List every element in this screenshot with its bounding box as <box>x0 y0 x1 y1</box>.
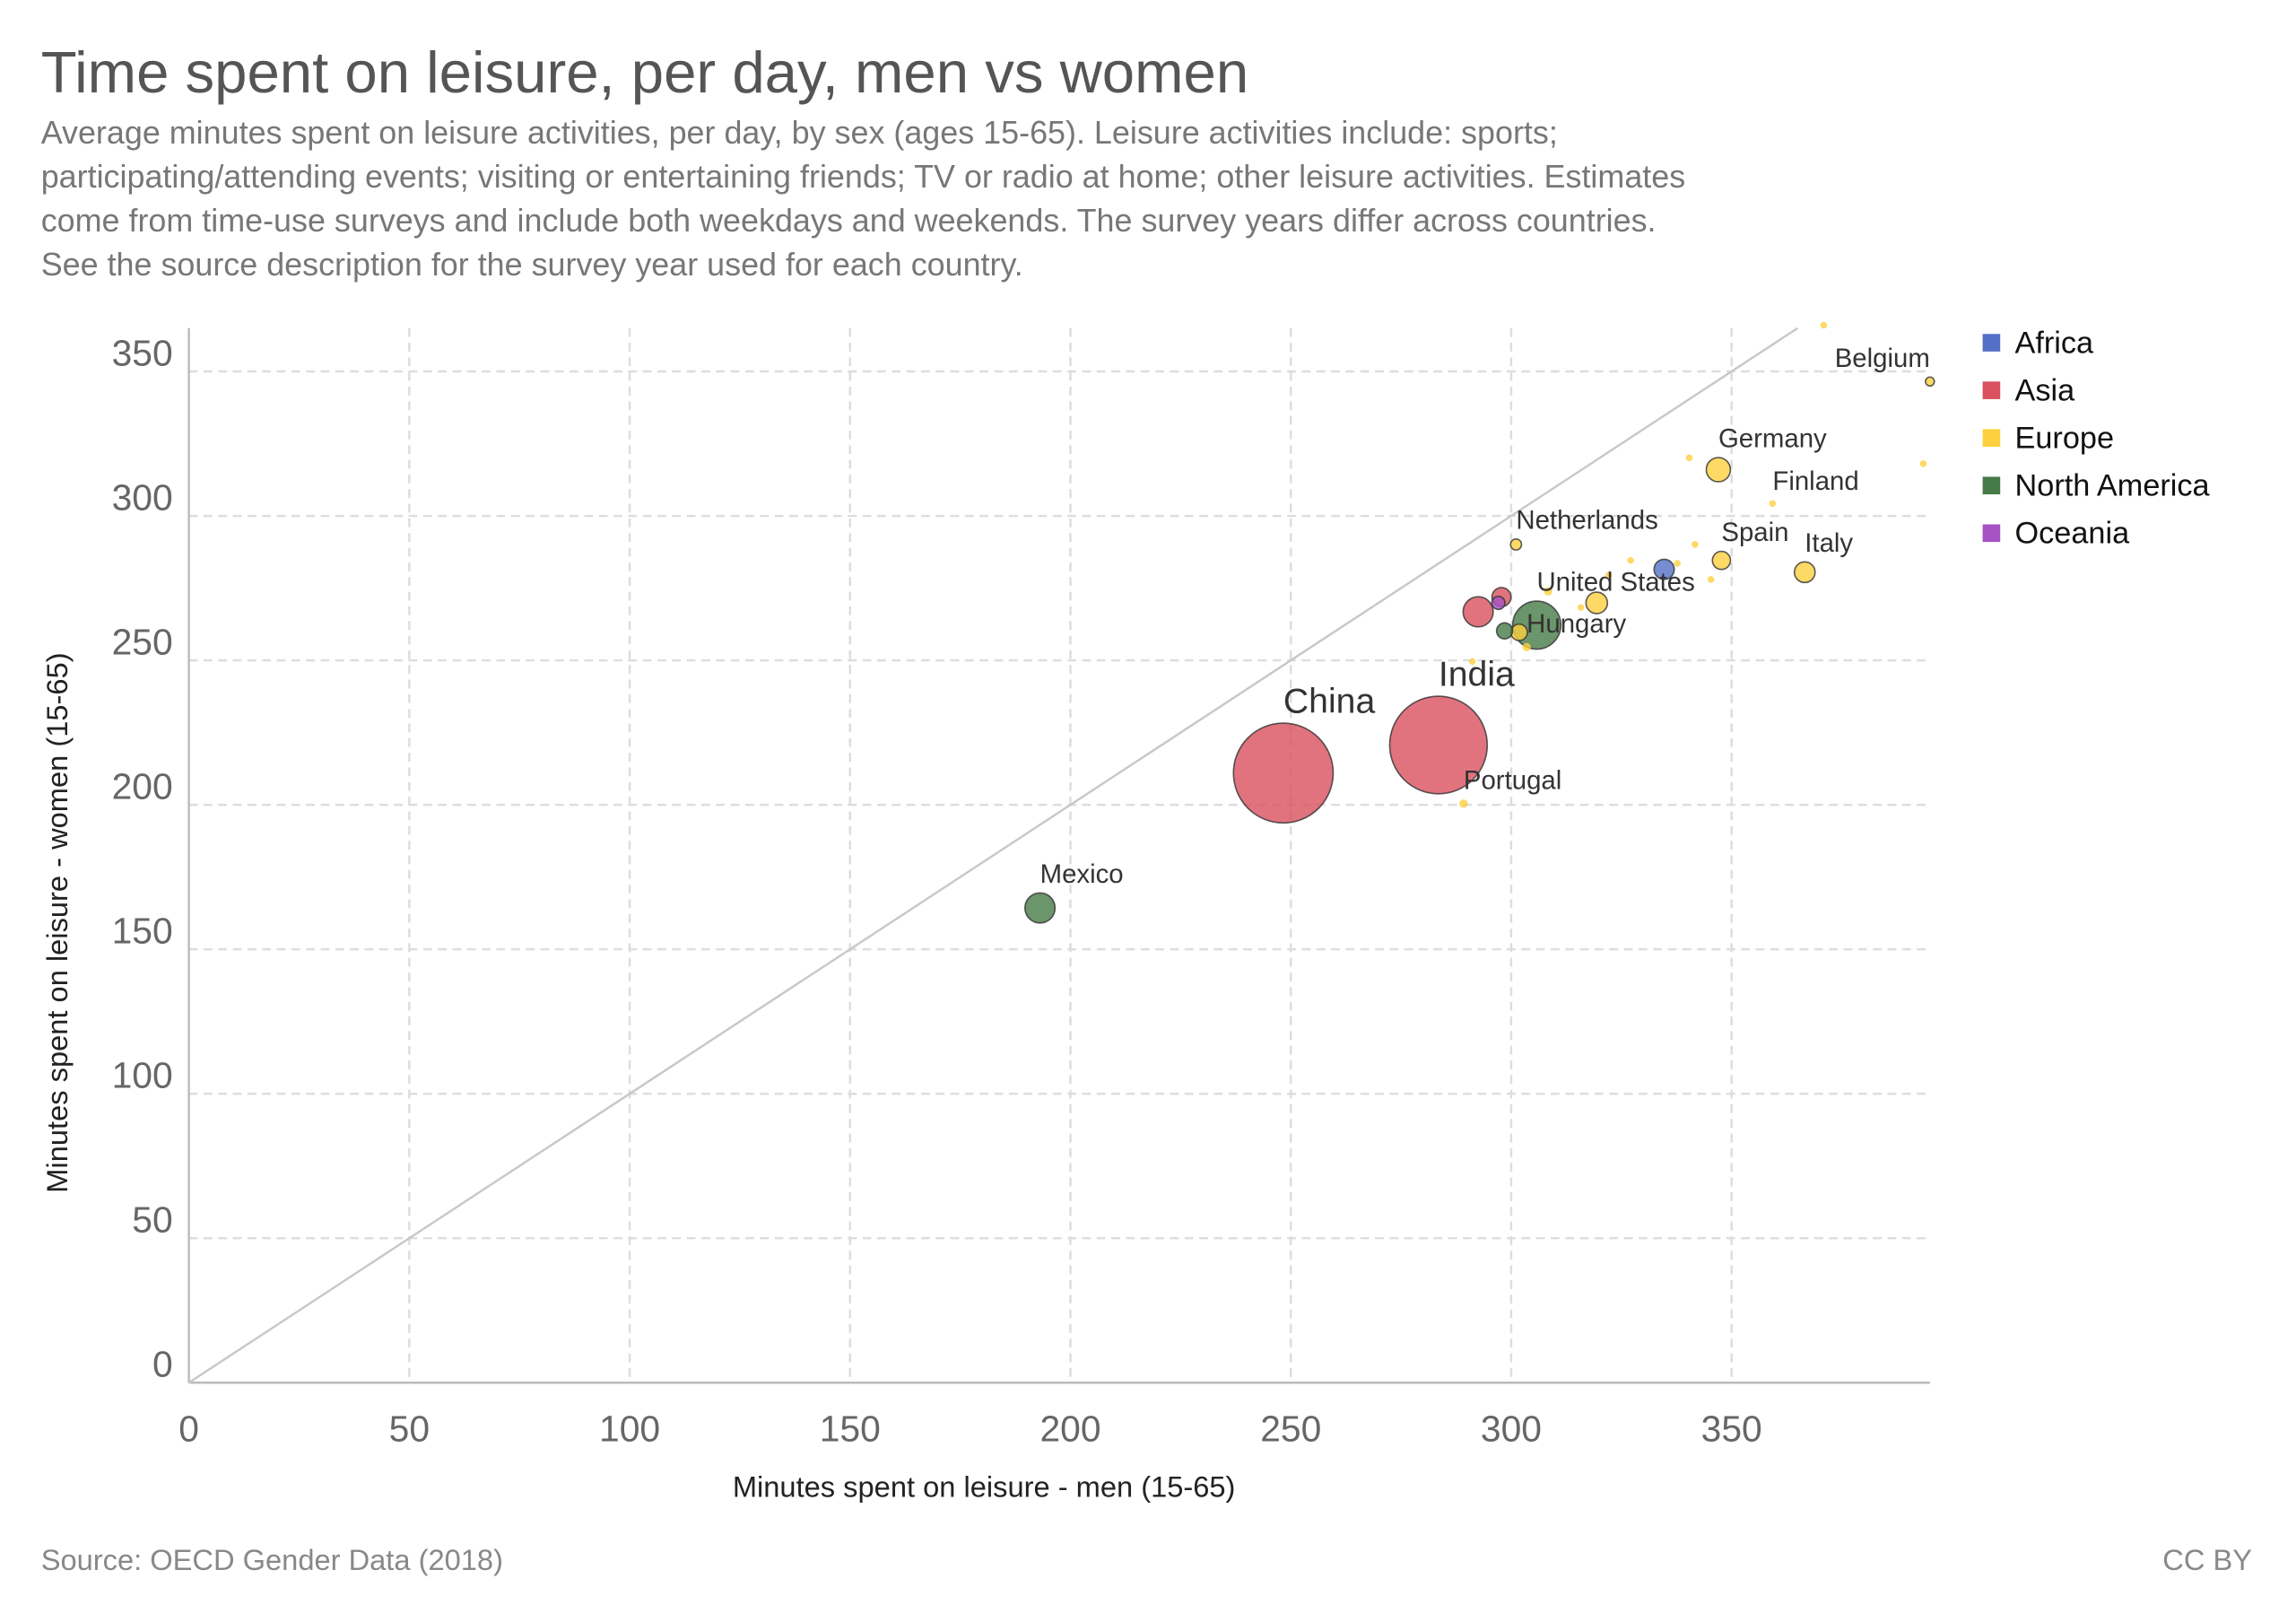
x-tick-label: 350 <box>1701 1408 1762 1450</box>
point-label: Netherlands <box>1516 505 1657 535</box>
legend-swatch <box>1982 334 2001 352</box>
legend-swatch <box>1982 476 2001 495</box>
legend-label: North America <box>2015 469 2211 503</box>
y-tick-label: 0 <box>152 1344 173 1385</box>
subtitle: Average minutes spent on leisure activit… <box>41 114 1685 283</box>
x-tick-label: 200 <box>1039 1408 1100 1450</box>
legend-label: Europe <box>2015 422 2115 456</box>
bubble <box>1627 556 1634 564</box>
source: Source: OECD Gender Data (2018) <box>41 1543 503 1576</box>
x-tick-label: 150 <box>820 1408 881 1450</box>
x-tick-label: 50 <box>389 1408 430 1450</box>
point-label: Mexico <box>1040 859 1124 889</box>
bubble <box>1544 587 1552 596</box>
point-label: China <box>1283 683 1376 721</box>
bubble <box>1925 376 1935 388</box>
bubble <box>1653 558 1675 580</box>
y-tick-label: 50 <box>132 1199 172 1241</box>
x-tick-label: 250 <box>1260 1408 1321 1450</box>
point-label: India <box>1439 656 1515 694</box>
bubble <box>1919 460 1927 467</box>
x-tick-label: 0 <box>178 1408 199 1450</box>
bubble <box>1685 454 1693 462</box>
bubble <box>1605 571 1613 579</box>
bubble <box>1509 537 1523 551</box>
bubble <box>1509 623 1528 641</box>
x-tick-label: 300 <box>1481 1408 1542 1450</box>
legend-label: Asia <box>2015 374 2076 408</box>
point-label: Spain <box>1721 518 1788 547</box>
bubble <box>1468 658 1476 666</box>
bubble <box>1711 550 1732 571</box>
bubble <box>1705 457 1732 483</box>
y-tick-label: 200 <box>112 766 173 807</box>
bubble <box>1793 561 1816 584</box>
bubble <box>1388 695 1489 795</box>
bubble <box>1462 596 1494 628</box>
bubble <box>1820 321 1828 329</box>
x-tick-label: 100 <box>599 1408 660 1450</box>
point-label: Italy <box>1805 528 1853 558</box>
legend-label: Africa <box>2015 326 2095 360</box>
point-label: United States <box>1536 568 1694 597</box>
chart-title: Time spent on leisure, per day, men vs w… <box>41 39 1248 105</box>
legend-swatch <box>1982 524 2001 543</box>
point-label: Portugal <box>1464 766 1561 796</box>
bubble <box>1232 722 1335 824</box>
bubble <box>1024 892 1057 924</box>
point-label: Germany <box>1718 424 1827 454</box>
y-tick-label: 100 <box>112 1055 173 1096</box>
bubble <box>1674 560 1681 567</box>
x-axis-label: Minutes spent on leisure - men (15-65) <box>733 1470 1236 1504</box>
y-axis-label: Minutes spent on leisure - women (15-65) <box>40 652 74 1192</box>
point-label: Belgium <box>1835 344 1930 373</box>
bubble <box>1495 622 1514 640</box>
bubble <box>1459 799 1468 808</box>
bubble <box>1585 591 1609 615</box>
bubble <box>1491 595 1506 611</box>
bubble <box>1577 604 1585 611</box>
point-label: Finland <box>1772 467 1858 496</box>
legend-swatch <box>1982 381 2001 399</box>
legend-swatch <box>1982 429 2001 447</box>
bubble <box>1522 642 1531 651</box>
subtitle-line: come from time-use surveys and include b… <box>41 202 1657 239</box>
bubble <box>1707 576 1715 583</box>
bubble <box>1769 500 1777 507</box>
y-tick-label: 150 <box>112 911 173 952</box>
license: CC BY <box>2162 1543 2252 1576</box>
legend-label: Oceania <box>2015 517 2131 551</box>
bubble <box>1692 541 1699 548</box>
y-tick-label: 300 <box>112 477 173 519</box>
equality-line <box>187 327 1799 1384</box>
y-tick-label: 250 <box>112 622 173 663</box>
subtitle-line: participating/attending events; visiting… <box>41 158 1685 195</box>
point-label: Hungary <box>1526 609 1626 639</box>
y-tick-label: 350 <box>112 332 173 373</box>
subtitle-line: See the source description for the surve… <box>41 246 1023 283</box>
subtitle-line: Average minutes spent on leisure activit… <box>41 114 1558 151</box>
